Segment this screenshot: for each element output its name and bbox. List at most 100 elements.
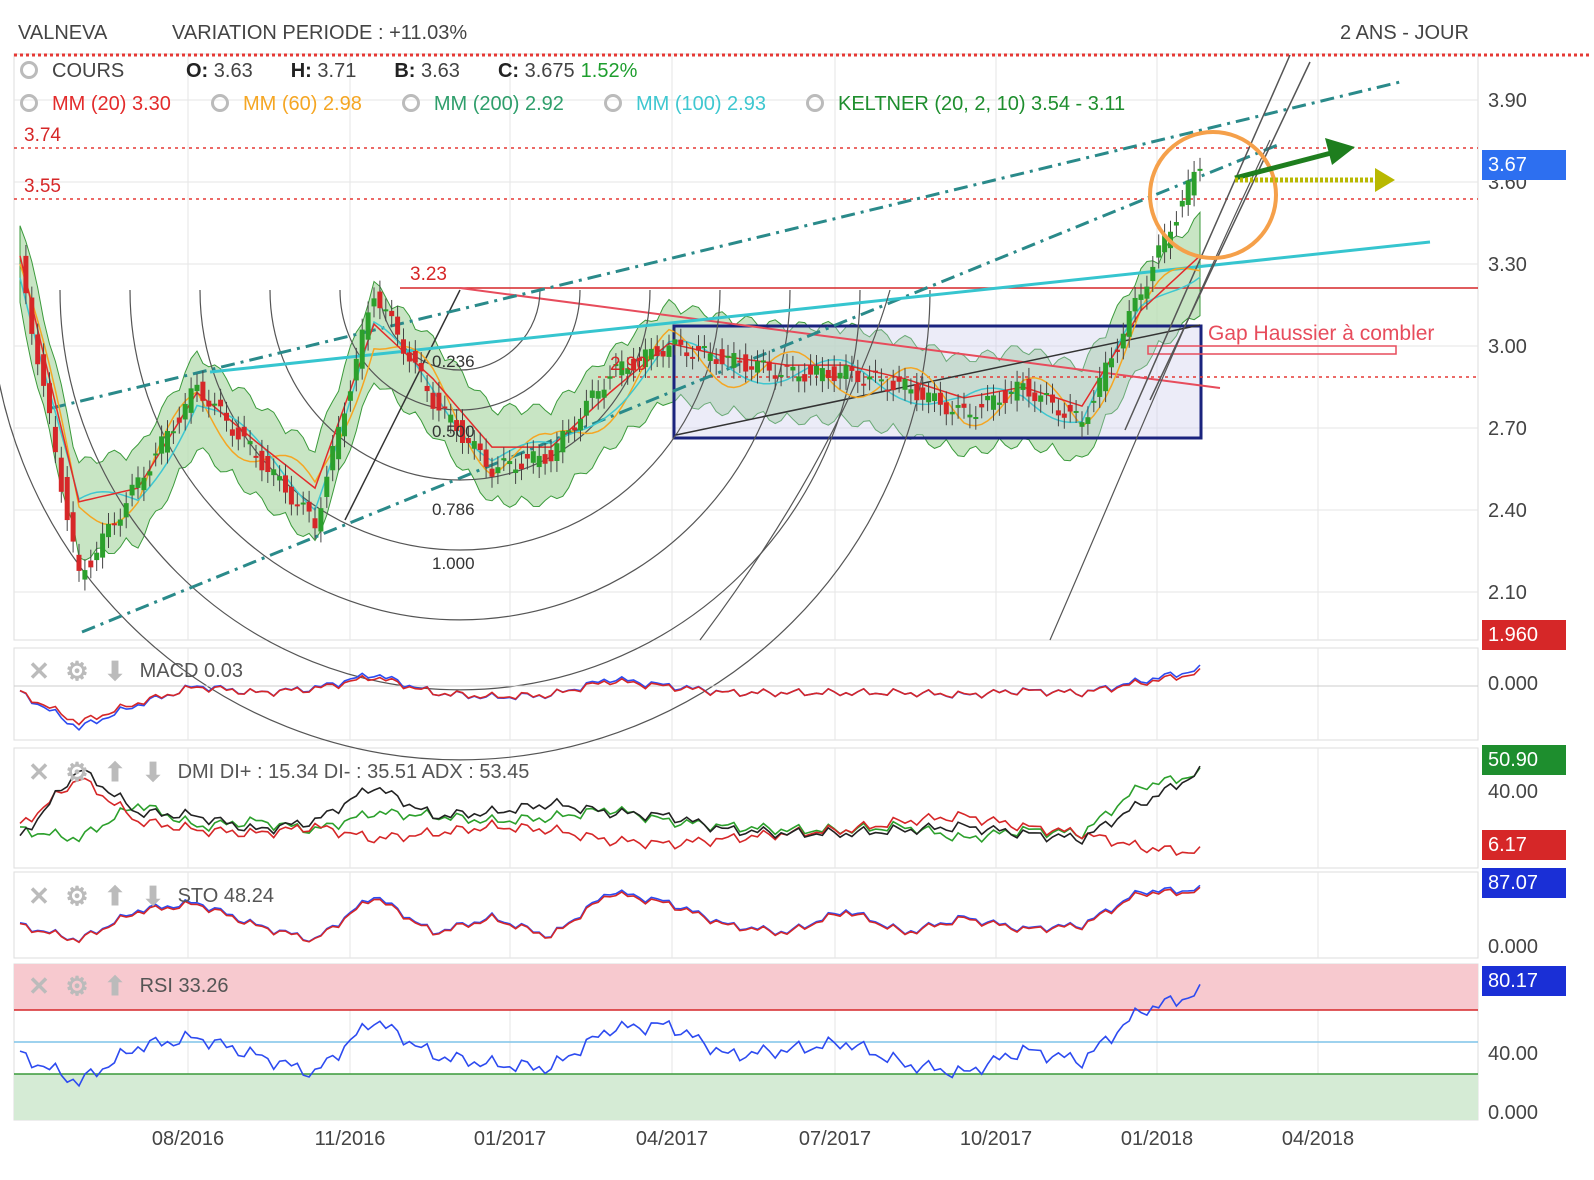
ohlc-key: H:: [290, 60, 318, 82]
candle: [1085, 417, 1091, 424]
rsi-y-tick-40: 40.00: [1488, 1043, 1539, 1065]
candle: [436, 392, 442, 411]
close-icon[interactable]: ✕: [28, 881, 50, 911]
candle: [206, 400, 212, 407]
steep-line: [1149, 61, 1311, 401]
candle: [908, 389, 914, 394]
gear-icon[interactable]: ⚙: [65, 971, 89, 1001]
candle: [1126, 311, 1132, 337]
dmi-value: DI+ : 15.34 DI- : 35.51 ADX : 53.45: [219, 761, 530, 783]
dmi-title: ✕ ⚙ ⬆ ⬇ DMI DI+ : 15.34 DI- : 35.51 ADX : 5…: [20, 757, 529, 788]
candle: [920, 387, 926, 400]
fib-arc: [0, 289, 931, 761]
candle: [224, 412, 229, 421]
candle: [271, 469, 277, 476]
gear-icon[interactable]: ⚙: [65, 757, 89, 787]
candle: [701, 346, 707, 349]
arrow-down-icon[interactable]: ⬇: [142, 757, 164, 787]
candle: [495, 467, 501, 474]
candle: [129, 484, 135, 496]
candle: [755, 361, 760, 373]
candle: [843, 365, 849, 379]
ohlc-key: C:: [497, 60, 525, 82]
x-tick: 04/2018: [1281, 1128, 1355, 1150]
macd-value: 0.03: [204, 660, 243, 682]
candle: [778, 374, 784, 377]
candle: [631, 358, 637, 371]
candle: [377, 291, 383, 309]
fib-arc: [199, 289, 721, 551]
x-tick: 08/2016: [151, 1128, 225, 1150]
candle: [294, 504, 300, 507]
candle: [312, 518, 318, 529]
rsi-overbought-zone: [14, 964, 1478, 1010]
candle: [176, 417, 182, 423]
macd-y-tick: 0.000: [1488, 673, 1539, 695]
gear-icon[interactable]: ⚙: [65, 881, 89, 911]
gear-icon[interactable]: [603, 94, 622, 112]
cours-label: COURS: [52, 60, 125, 82]
candle: [1032, 392, 1038, 402]
y-tick: 2.40: [1488, 500, 1527, 522]
candle: [424, 385, 430, 392]
dmi-plus-badge: 50.90: [1482, 745, 1566, 775]
gear-icon[interactable]: [210, 94, 229, 112]
candle: [513, 469, 519, 474]
variation-text: VARIATION PERIODE : +11.03%: [172, 22, 468, 44]
indicator-item[interactable]: MM (100) 2.93: [603, 93, 766, 115]
close-icon[interactable]: ✕: [28, 971, 50, 1001]
fib-line: [344, 289, 461, 521]
gear-icon[interactable]: [20, 61, 38, 79]
indicator-item[interactable]: KELTNER (20, 2, 10) 3.54 - 3.11: [806, 93, 1125, 115]
candle: [229, 429, 235, 436]
arrow-up-icon[interactable]: ⬆: [104, 881, 126, 911]
flat-arrow-head: [1375, 168, 1395, 192]
sto-title: ✕ ⚙ ⬆ ⬇ STO 48.24: [20, 881, 274, 912]
macd-signal: [19, 667, 1201, 726]
indicator-label: MM (100) 2.93: [635, 93, 766, 115]
candle: [1061, 413, 1067, 418]
gap-box: [1147, 345, 1397, 355]
candle: [47, 383, 52, 414]
ohlc-value: 3.71: [317, 60, 357, 82]
indicator-item[interactable]: MM (20) 3.30: [20, 93, 171, 115]
arrow-up-icon[interactable]: ⬆: [104, 971, 126, 1001]
candle: [666, 345, 672, 357]
candle: [1044, 393, 1050, 396]
close-icon[interactable]: ✕: [28, 656, 50, 686]
gear-icon[interactable]: [20, 94, 38, 112]
candle: [1067, 404, 1073, 412]
x-tick: 11/2016: [314, 1128, 386, 1150]
gear-icon[interactable]: [806, 94, 824, 112]
candle: [194, 384, 200, 392]
support-line: [675, 324, 1201, 436]
candle: [165, 430, 170, 453]
arrow-up-icon[interactable]: ⬆: [104, 757, 126, 787]
candle: [70, 512, 76, 542]
candle: [678, 339, 684, 345]
candle: [660, 351, 666, 357]
x-tick: 01/2017: [473, 1128, 547, 1150]
candle: [365, 312, 371, 340]
candle: [589, 390, 595, 398]
period-selector[interactable]: 2 ANS - JOUR: [1340, 22, 1469, 44]
y-tick: 3.00: [1488, 336, 1527, 358]
close-icon[interactable]: ✕: [28, 757, 50, 787]
candle: [890, 380, 896, 391]
indicator-item[interactable]: MM (60) 2.98: [210, 93, 362, 115]
dmi-minus-badge: 6.17: [1482, 830, 1566, 860]
candle: [52, 426, 58, 453]
rsi-oversold-zone: [14, 1074, 1478, 1120]
arrow-down-icon[interactable]: ⬇: [142, 881, 164, 911]
ohlc-item: C: 3.675: [498, 60, 575, 82]
fib-0786: 0.786: [432, 500, 475, 519]
arrow-down-icon[interactable]: ⬇: [104, 656, 126, 686]
gear-icon[interactable]: ⚙: [65, 656, 89, 686]
candle: [672, 339, 678, 345]
candle: [572, 427, 578, 431]
candle: [383, 309, 389, 312]
candle: [578, 418, 583, 431]
gear-icon[interactable]: [401, 94, 420, 112]
candle: [471, 441, 477, 449]
indicator-item[interactable]: MM (200) 2.92: [401, 93, 564, 115]
